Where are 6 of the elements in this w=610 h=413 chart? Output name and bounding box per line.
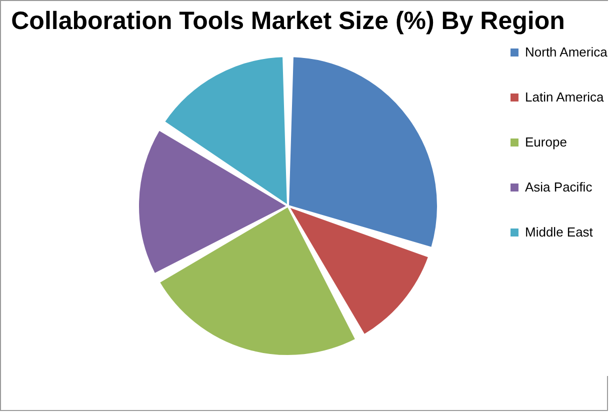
legend-label: Europe (525, 134, 567, 150)
legend-label: Middle East (525, 224, 594, 240)
chart-title: Collaboration Tools Market Size (%) By Region (11, 7, 565, 35)
legend-label: Latin America (525, 90, 605, 104)
legend-label: North America (525, 44, 608, 60)
legend-label: Asia Pacific (525, 180, 593, 194)
